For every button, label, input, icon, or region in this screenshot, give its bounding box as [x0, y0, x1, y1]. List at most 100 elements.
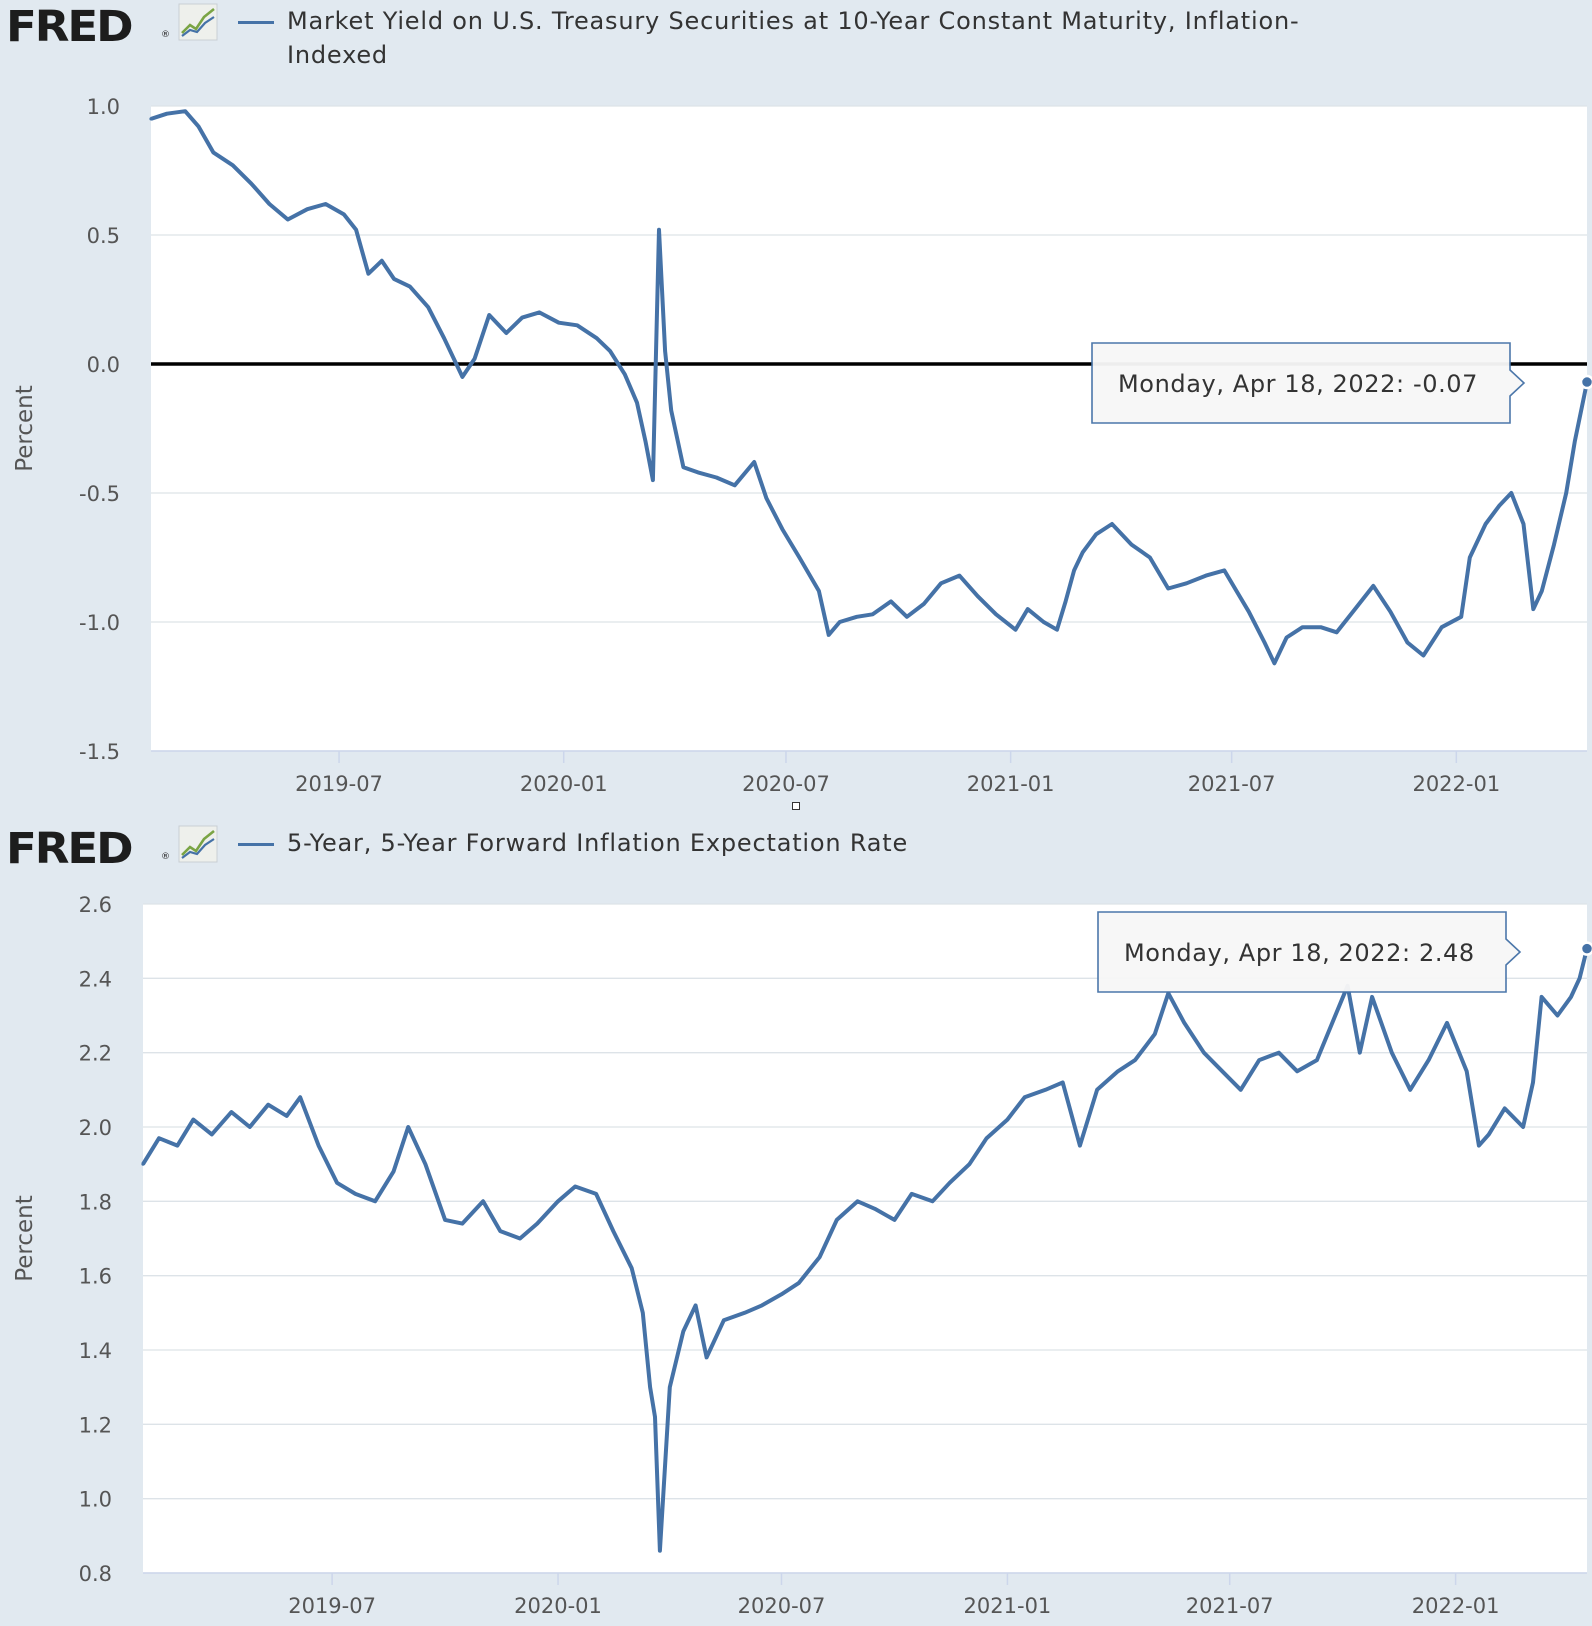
data-point [1042, 620, 1046, 624]
data-point [1116, 1069, 1120, 1073]
data-point [1531, 607, 1535, 611]
data-point [1222, 568, 1226, 573]
data-point [366, 272, 370, 276]
data-point [1440, 625, 1444, 629]
data-point [1353, 607, 1357, 611]
x-tick-label: 2020-01 [514, 1594, 602, 1618]
chart-panel-5y5y-forward: FRED ® 5-Year, 5-Year Forward Inflation … [0, 822, 1592, 1626]
x-tick-label: 2021-01 [967, 772, 1055, 796]
data-point [1578, 976, 1582, 980]
fred-logo[interactable]: FRED [6, 2, 134, 52]
data-point [149, 117, 153, 121]
data-point [1319, 625, 1323, 629]
data-point [286, 217, 290, 222]
data-point [1503, 1106, 1507, 1111]
series-title[interactable]: 5-Year, 5-Year Forward Inflation Expecta… [287, 829, 909, 857]
data-point [285, 1114, 289, 1118]
data-point [922, 602, 926, 606]
data-point [1569, 995, 1573, 999]
chart-header: FRED ® 5-Year, 5-Year Forward Inflation … [6, 822, 1586, 902]
data-point [910, 1192, 914, 1196]
fred-logo[interactable]: FRED [6, 824, 134, 874]
data-point [817, 589, 821, 593]
tooltip: Monday, Apr 18, 2022: -0.07 [1091, 342, 1526, 424]
data-point [426, 305, 430, 309]
tooltip-value: 2.48 [1419, 939, 1475, 967]
y-axis-label: Percent [12, 385, 38, 472]
data-point [967, 1162, 971, 1166]
data-point [722, 1318, 726, 1322]
data-point [1129, 543, 1134, 547]
data-point [797, 1281, 801, 1285]
data-point [957, 573, 961, 578]
data-point [487, 313, 491, 317]
data-point [298, 1095, 302, 1099]
data-point [229, 1110, 234, 1114]
plot-area [143, 904, 1587, 1573]
x-tick-label: 2020-07 [742, 772, 830, 796]
data-point [905, 615, 909, 619]
data-point [1477, 1143, 1481, 1148]
tooltip-text: Monday, Apr 18, 2022: -0.07 [1118, 370, 1478, 398]
data-point [705, 1355, 709, 1360]
series-line[interactable] [141, 948, 1589, 1553]
y-tick-label: 0.0 [87, 353, 120, 377]
data-point [797, 555, 801, 560]
data-point [1061, 1080, 1065, 1084]
tooltip-date: Monday, Apr 18, 2022: [1118, 370, 1413, 398]
data-point [1013, 628, 1018, 632]
y-tick-label: -1.0 [79, 611, 120, 635]
data-point [1370, 995, 1374, 999]
data-point [1148, 555, 1152, 560]
resize-handle[interactable] [792, 802, 800, 810]
y-tick-label: 1.6 [79, 1265, 112, 1289]
chart-header: FRED ® Market Yield on U.S. Treasury Sec… [6, 0, 1586, 80]
tooltip-box [1097, 911, 1522, 993]
data-point [1459, 615, 1463, 619]
y-tick-label: -1.5 [79, 740, 120, 764]
data-point [1539, 995, 1544, 999]
y-tick-label: 1.2 [79, 1413, 112, 1437]
data-point [1263, 641, 1267, 645]
data-point [267, 202, 272, 206]
data-point [1521, 1125, 1525, 1129]
data-point [780, 527, 784, 531]
data-point [760, 1303, 764, 1307]
data-point [535, 1222, 539, 1226]
tooltip-text: Monday, Apr 18, 2022: 2.48 [1124, 939, 1475, 967]
data-point [1182, 1021, 1186, 1025]
data-point [648, 1385, 652, 1389]
data-point [557, 321, 561, 325]
y-tick-label: 2.4 [79, 967, 112, 991]
data-point [835, 1218, 839, 1222]
data-point [460, 375, 464, 379]
x-tick-label: 2022-01 [1412, 1594, 1500, 1618]
y-axis-label: Percent [12, 1195, 38, 1282]
data-point [481, 1199, 485, 1203]
data-point [165, 112, 169, 116]
series-title[interactable]: Market Yield on U.S. Treasury Securities… [287, 7, 1300, 69]
data-point [623, 372, 627, 376]
plot-area [151, 106, 1587, 751]
data-point [1285, 635, 1289, 640]
data-point [635, 401, 639, 405]
data-point [392, 277, 396, 281]
data-point [248, 1125, 252, 1129]
data-point [1234, 589, 1239, 593]
data-point [1202, 1051, 1206, 1055]
data-point [714, 475, 718, 480]
data-point [1220, 1069, 1224, 1073]
data-point [316, 1143, 321, 1148]
hover-marker[interactable] [1579, 374, 1592, 390]
tooltip-box [1091, 342, 1526, 424]
data-point [733, 483, 737, 487]
data-point [1335, 630, 1339, 634]
hover-marker[interactable] [1579, 941, 1592, 956]
data-point [658, 1549, 662, 1553]
data-point [408, 285, 412, 289]
y-tick-label: 1.0 [79, 1488, 112, 1512]
data-point [556, 1199, 560, 1203]
chart-tips-yield: 1.0 0.5 0.0 -0.5 -1.0 -1.5 2019-07 2020-01 2020-… [12, 95, 1592, 796]
data-point [520, 315, 524, 320]
fred-graph-icon [178, 825, 218, 863]
